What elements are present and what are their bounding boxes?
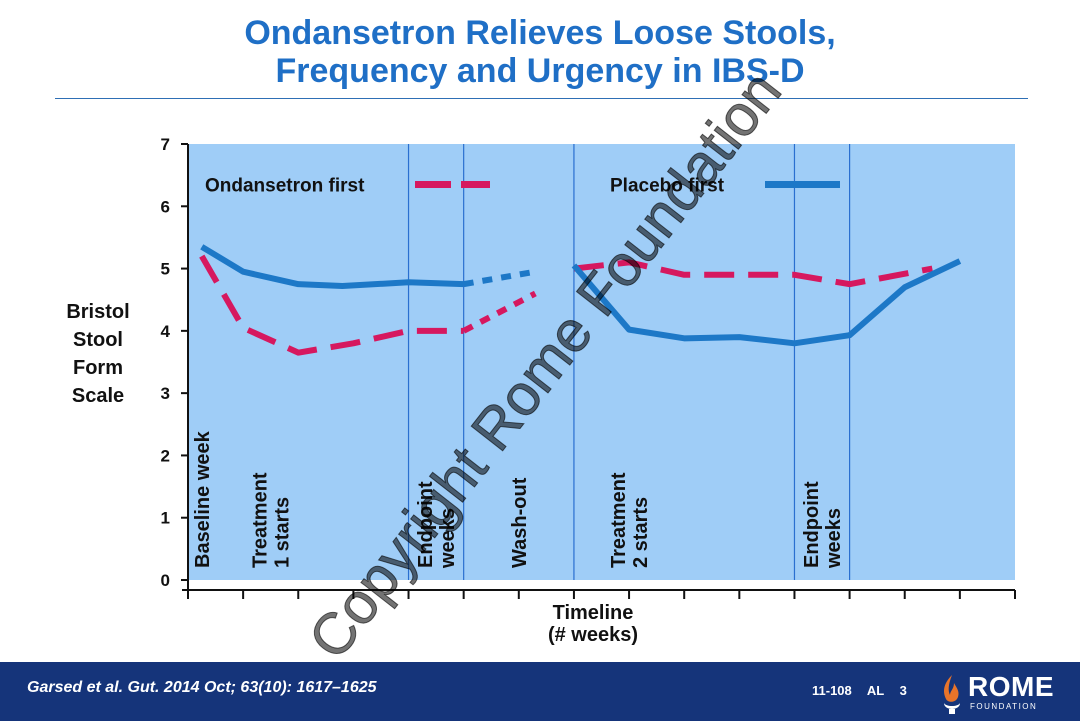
- phase-label: Treatment: [250, 472, 272, 568]
- logo-subtext: FOUNDATION: [970, 702, 1038, 711]
- plot-area: [188, 144, 1015, 580]
- y-tick-label: 5: [161, 260, 170, 279]
- line-chart: 0 1 2 3 4 5 6 7 Bristol Stool Form Scale Timeline(# …: [66, 135, 1016, 646]
- legend-label: Ondansetron first: [205, 175, 365, 196]
- y-tick-label: 1: [161, 509, 170, 528]
- ondansetron-line-dotted: [462, 290, 537, 334]
- y-axis-title: Stool: [73, 329, 123, 351]
- ondansetron-line-dashed: [573, 259, 933, 288]
- phase-label: weeks: [437, 508, 459, 569]
- citation: Garsed et al. Gut. 2014 Oct; 63(10): 161…: [27, 679, 377, 696]
- phase-label: Endpoint: [415, 481, 437, 568]
- y-tick-label: 7: [161, 135, 170, 154]
- y-axis-title: Bristol: [66, 301, 129, 323]
- phase-label: 1 starts: [272, 497, 294, 568]
- phase-label: Endpoint: [801, 481, 823, 568]
- phase-label: Wash-out: [509, 477, 531, 568]
- y-axis-title: Scale: [72, 385, 124, 407]
- title-divider: [55, 98, 1028, 99]
- placebo-line-solid: [200, 244, 464, 290]
- legend-label: Placebo first: [610, 175, 725, 196]
- phase-label: Treatment: [608, 472, 630, 568]
- x-axis-title: Timeline: [553, 602, 634, 624]
- x-axis-title: (# weeks): [548, 624, 638, 646]
- phase-label: Baseline week: [192, 430, 214, 568]
- placebo-line-dotted: [463, 268, 536, 288]
- slide-code: 11-108 AL 3: [812, 683, 907, 698]
- y-tick-label: 3: [161, 384, 170, 403]
- title-line-2: Frequency and Urgency in IBS-D: [275, 52, 805, 90]
- title-line-1: Ondansetron Relieves Loose Stools,: [244, 14, 836, 52]
- y-tick-label: 4: [161, 322, 171, 341]
- phase-label: weeks: [823, 508, 845, 569]
- slide-title: Ondansetron Relieves Loose Stools, Frequ…: [0, 14, 1080, 90]
- footer-bar: Garsed et al. Gut. 2014 Oct; 63(10): 161…: [0, 662, 1080, 721]
- phase-label: 2 starts: [630, 497, 652, 568]
- y-axis-title: Form: [73, 357, 123, 379]
- placebo-line-solid: [571, 258, 962, 347]
- flame-icon: [944, 675, 960, 714]
- y-tick-label: 0: [161, 571, 170, 590]
- y-tick-label: 6: [161, 197, 170, 216]
- y-tick-label: 2: [161, 446, 170, 465]
- ondansetron-line-dashed: [199, 254, 464, 356]
- logo-text: ROME: [968, 671, 1054, 702]
- rome-foundation-logo: ROME FOUNDATION: [938, 671, 1063, 715]
